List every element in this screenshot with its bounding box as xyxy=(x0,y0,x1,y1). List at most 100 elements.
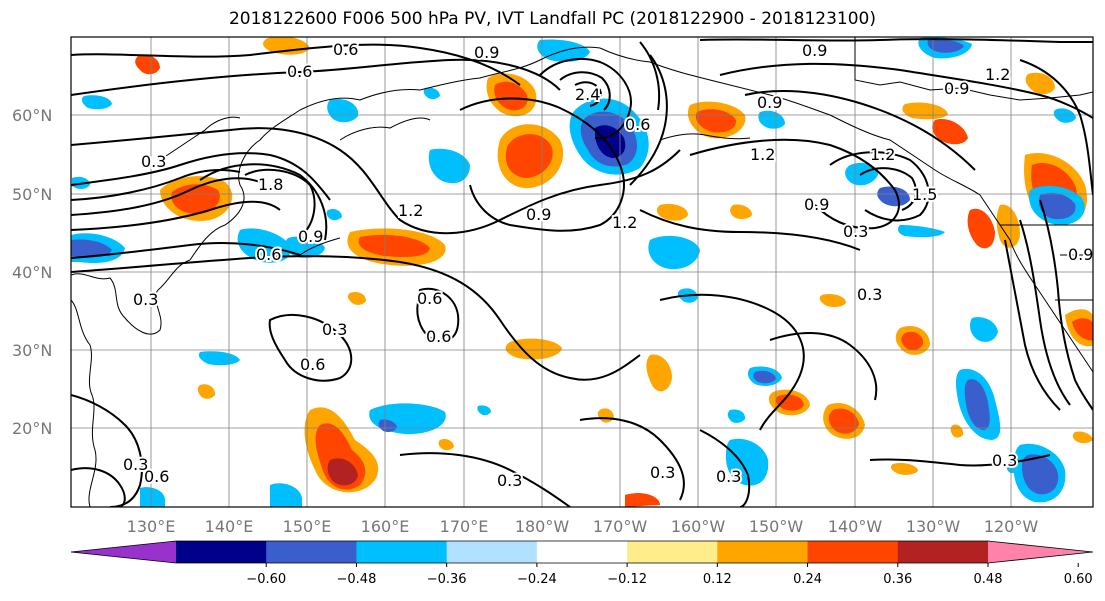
contour-label: 0.6 xyxy=(417,289,442,308)
contour-label: 0.6 xyxy=(625,115,650,134)
lon-label: 170°W xyxy=(593,517,648,536)
lon-label: 130°E xyxy=(127,517,176,536)
pv-positive-blob xyxy=(327,458,358,486)
colorbar-ticks: −0.60 −0.48 −0.36 −0.24 −0.12 0.12 0.24 0.36 0.4… xyxy=(246,563,1093,587)
pv-positive-blob xyxy=(1025,72,1055,95)
contour-label: 1.2 xyxy=(750,145,775,164)
colorbar-bin xyxy=(356,541,448,563)
colorbar-tick-label: 0.60 xyxy=(1064,572,1093,587)
pv-positive-blob xyxy=(171,184,220,215)
pv-negative-blob xyxy=(140,487,165,507)
colorbar-bin xyxy=(446,541,538,563)
contour-label: 0.6 xyxy=(144,467,169,486)
lat-labels: 60°N 50°N 40°N 30°N 20°N xyxy=(12,106,52,438)
contour-label: 0.9 xyxy=(944,79,969,98)
contour-label: 1.2 xyxy=(985,65,1010,84)
colorbar-outline xyxy=(70,540,1094,564)
pv-negative-blob xyxy=(725,438,769,486)
lon-labels: 130°E 140°E 150°E 160°E 170°E 180°W 170°… xyxy=(127,517,1039,536)
contour-label: 0.3 xyxy=(992,451,1017,470)
colorbar-bin xyxy=(897,541,989,563)
pv-positive-blob xyxy=(967,208,995,249)
contour-label: 0.6 xyxy=(287,62,312,81)
colorbar-tick-label: −0.12 xyxy=(607,572,647,587)
contour-label: 0.9 xyxy=(1068,245,1093,264)
colorbar-tick-label: −0.48 xyxy=(337,572,377,587)
pv-positive-blob xyxy=(135,54,160,75)
pv-positive-blob xyxy=(1072,318,1093,341)
lat-label: 20°N xyxy=(12,419,52,438)
contour-labels: 0.6 0.9 0.6 0.3 1.8 1.2 0.9 0.6 0.3 0.9 … xyxy=(121,38,1093,492)
pv-negative-blob xyxy=(648,235,700,270)
colorbar xyxy=(70,540,1094,564)
colorbar-tick-label: 0.12 xyxy=(703,572,732,587)
contour-label: 1.2 xyxy=(612,213,637,232)
colorbar-extend-high xyxy=(988,541,1093,563)
pv-positive-blob xyxy=(996,204,1020,248)
pv-positive-blob xyxy=(828,408,859,434)
contour-label: 0.3 xyxy=(123,455,148,474)
pv-positive-blob xyxy=(656,204,688,221)
lon-label: 130°W xyxy=(906,517,961,536)
pv-positive-blob xyxy=(505,338,562,360)
pv-negative-blob xyxy=(326,208,342,221)
contour-label: 1.2 xyxy=(398,201,423,220)
pv-positive-blob xyxy=(646,354,672,392)
pv-negative-blob xyxy=(1038,192,1076,220)
contour-label: 0.9 xyxy=(757,93,782,112)
plot-frame xyxy=(70,36,1094,508)
contour-label: 1.5 xyxy=(912,185,937,204)
lon-label: 150°E xyxy=(283,517,332,536)
contour-label: 0.3 xyxy=(322,320,347,339)
map-title: 2018122600 F006 500 hPa PV, IVT Landfall… xyxy=(228,9,876,29)
colorbar-bin xyxy=(536,541,628,563)
lat-label: 60°N xyxy=(12,106,52,125)
contour-label: 1.2 xyxy=(870,145,895,164)
colorbar-bin xyxy=(807,541,899,563)
pv-negative-blob xyxy=(753,370,776,384)
colorbar-tick-label: 0.48 xyxy=(974,572,1003,587)
contour-label: 0.3 xyxy=(843,222,868,241)
gridlines xyxy=(71,37,1093,507)
pv-positive-blob xyxy=(775,394,804,411)
pv-negative-blob xyxy=(1053,108,1076,123)
pv-negative-blob xyxy=(594,125,626,158)
contour-label: 0.9 xyxy=(298,227,323,246)
contour-label: 2.4 xyxy=(575,85,600,104)
colorbar-tick-label: −0.24 xyxy=(517,572,557,587)
contour-label: 1.8 xyxy=(258,175,283,194)
lon-label: 120°W xyxy=(984,517,1039,536)
pv-negative-blob xyxy=(727,409,746,423)
colorbar-bin xyxy=(717,541,809,563)
colorbar-tick-label: 0.36 xyxy=(883,572,912,587)
pv-positive-blob xyxy=(819,293,846,308)
pv-positive-blob xyxy=(494,81,528,111)
pv-negative-blob xyxy=(378,419,397,433)
lon-label: 170°E xyxy=(440,517,489,536)
pv-negative-blob xyxy=(477,405,491,416)
contour-label: 0.3 xyxy=(650,463,675,482)
pv-positive-blob xyxy=(901,331,924,351)
pv-positive-blob xyxy=(890,462,918,475)
pv-positive-blob xyxy=(438,438,454,451)
lat-label: 50°N xyxy=(12,185,52,204)
pv-positive-blob xyxy=(730,204,752,220)
lat-label: 30°N xyxy=(12,341,52,360)
colorbar-tick-label: 0.24 xyxy=(793,572,822,587)
pv-negative-blob xyxy=(970,317,998,342)
pv-negative-blob xyxy=(71,239,112,258)
pv-positive-blob xyxy=(347,291,366,305)
colorbar-tick-label: −0.60 xyxy=(246,572,286,587)
lon-label: 140°E xyxy=(205,517,254,536)
pv-negative-blob xyxy=(927,39,964,53)
pv-negative-blob xyxy=(1022,454,1059,495)
contour-label: 0.9 xyxy=(474,43,499,62)
pv-negative-blob xyxy=(81,95,112,110)
lon-label: 180°W xyxy=(515,517,570,536)
pv-negative-blob xyxy=(270,483,302,507)
colorbar-tick-label: −0.36 xyxy=(427,572,467,587)
pv-positive-blob xyxy=(1072,431,1093,444)
lon-label: 150°W xyxy=(749,517,804,536)
lon-label: 160°W xyxy=(671,517,726,536)
pv-positive-blob xyxy=(358,234,430,258)
